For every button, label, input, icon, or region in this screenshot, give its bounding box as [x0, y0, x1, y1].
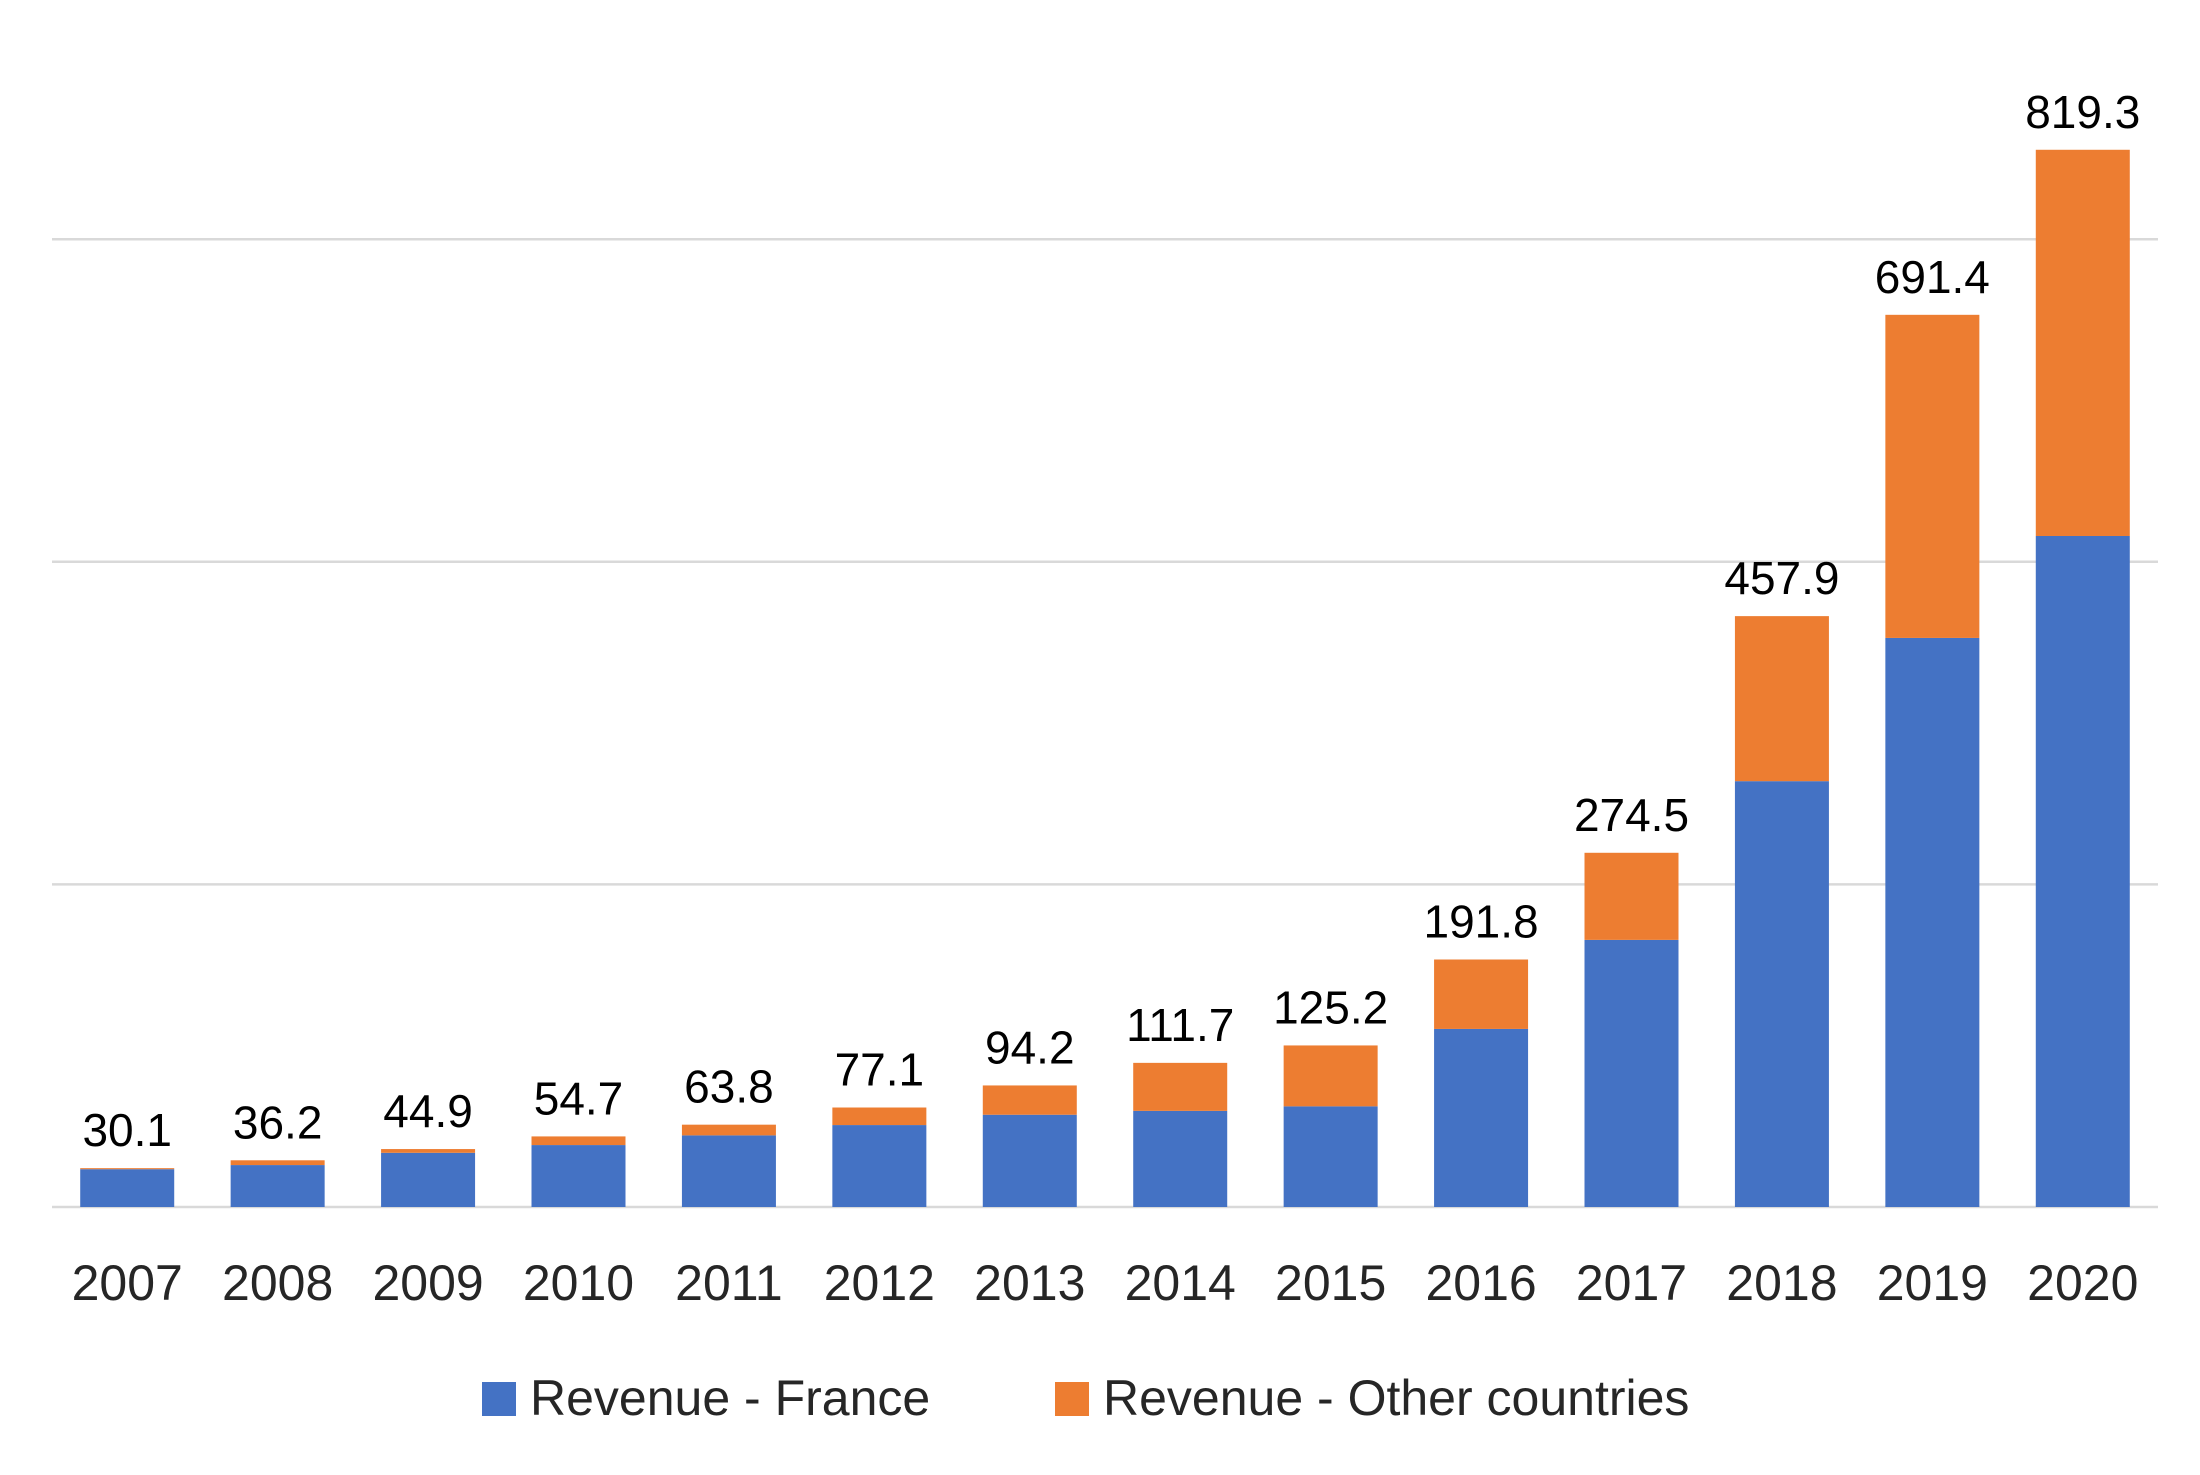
bar-2012-france	[832, 1125, 927, 1207]
bar-2009-france	[381, 1152, 476, 1207]
legend-swatch	[1055, 1382, 1089, 1416]
bar-2008-other-countries	[230, 1160, 325, 1166]
data-label-2012: 77.1	[835, 1044, 925, 1096]
x-tick-2007: 2007	[72, 1255, 183, 1311]
legend-label: Revenue - France	[530, 1370, 930, 1426]
bar-2018-france	[1734, 781, 1829, 1207]
x-axis-tick-labels: 2007 2008 2009 2010 2011 2012 2013 2014 2015 2016…	[72, 1255, 2139, 1311]
x-tick-2017: 2017	[1576, 1255, 1687, 1311]
data-label-2011: 63.8	[684, 1061, 774, 1113]
bar-2020-france	[2035, 535, 2130, 1207]
bar-2011-france	[681, 1135, 776, 1207]
data-label-2008: 36.2	[233, 1096, 323, 1148]
x-tick-2020: 2020	[2027, 1255, 2138, 1311]
bar-2008-france	[230, 1165, 325, 1207]
bar-2013-other-countries	[982, 1085, 1077, 1115]
x-tick-2012: 2012	[824, 1255, 935, 1311]
x-tick-2010: 2010	[523, 1255, 634, 1311]
bar-2015-france	[1283, 1106, 1378, 1207]
bar-2017-other-countries	[1584, 852, 1679, 940]
bar-2014-other-countries	[1133, 1062, 1228, 1111]
data-label-2009: 44.9	[383, 1085, 473, 1137]
x-tick-2013: 2013	[974, 1255, 1085, 1311]
data-label-2017: 274.5	[1574, 789, 1689, 841]
x-tick-2015: 2015	[1275, 1255, 1386, 1311]
x-tick-2018: 2018	[1726, 1255, 1837, 1311]
bar-2010-france	[531, 1145, 626, 1207]
bar-2012-other-countries	[832, 1107, 927, 1126]
legend-item-france: Revenue - France	[482, 1370, 930, 1426]
bars	[80, 149, 2130, 1207]
data-labels: 30.1 36.2 44.9 54.7 63.8 77.1 94.2 111.7 125.2 19…	[82, 86, 2140, 1156]
bar-2018-other-countries	[1734, 616, 1829, 782]
bar-2014-france	[1133, 1110, 1228, 1207]
gridlines	[52, 237, 2158, 1209]
bar-2016-other-countries	[1434, 959, 1529, 1029]
bar-2017-france	[1584, 939, 1679, 1207]
bar-2011-other-countries	[681, 1124, 776, 1136]
bar-2015-other-countries	[1283, 1045, 1378, 1107]
data-label-2019: 691.4	[1875, 251, 1990, 303]
data-label-2016: 191.8	[1424, 896, 1539, 948]
data-label-2013: 94.2	[985, 1021, 1075, 1073]
bar-2007-france	[80, 1169, 175, 1207]
legend: Revenue - France Revenue - Other countrie…	[482, 1370, 1689, 1426]
bar-2016-france	[1434, 1028, 1529, 1207]
x-tick-2009: 2009	[372, 1255, 483, 1311]
bar-2020-other-countries	[2035, 149, 2130, 536]
data-label-2007: 30.1	[82, 1104, 172, 1156]
legend-label: Revenue - Other countries	[1103, 1370, 1689, 1426]
bar-2019-other-countries	[1885, 314, 1980, 638]
data-label-2014: 111.7	[1126, 999, 1234, 1051]
x-tick-2019: 2019	[1877, 1255, 1988, 1311]
bar-2013-france	[982, 1114, 1077, 1207]
data-label-2018: 457.9	[1724, 552, 1839, 604]
x-tick-2014: 2014	[1125, 1255, 1236, 1311]
bar-2010-other-countries	[531, 1136, 626, 1146]
bar-2019-france	[1885, 637, 1980, 1207]
x-tick-2011: 2011	[675, 1255, 783, 1311]
data-label-2020: 819.3	[2025, 86, 2140, 138]
data-label-2010: 54.7	[534, 1072, 624, 1124]
x-tick-2008: 2008	[222, 1255, 333, 1311]
legend-swatch	[482, 1382, 516, 1416]
bar-2009-other-countries	[381, 1149, 476, 1153]
x-tick-2016: 2016	[1425, 1255, 1536, 1311]
data-label-2015: 125.2	[1273, 981, 1388, 1033]
bar-2007-other-countries	[80, 1168, 175, 1170]
legend-item-other-countries: Revenue - Other countries	[1055, 1370, 1689, 1426]
